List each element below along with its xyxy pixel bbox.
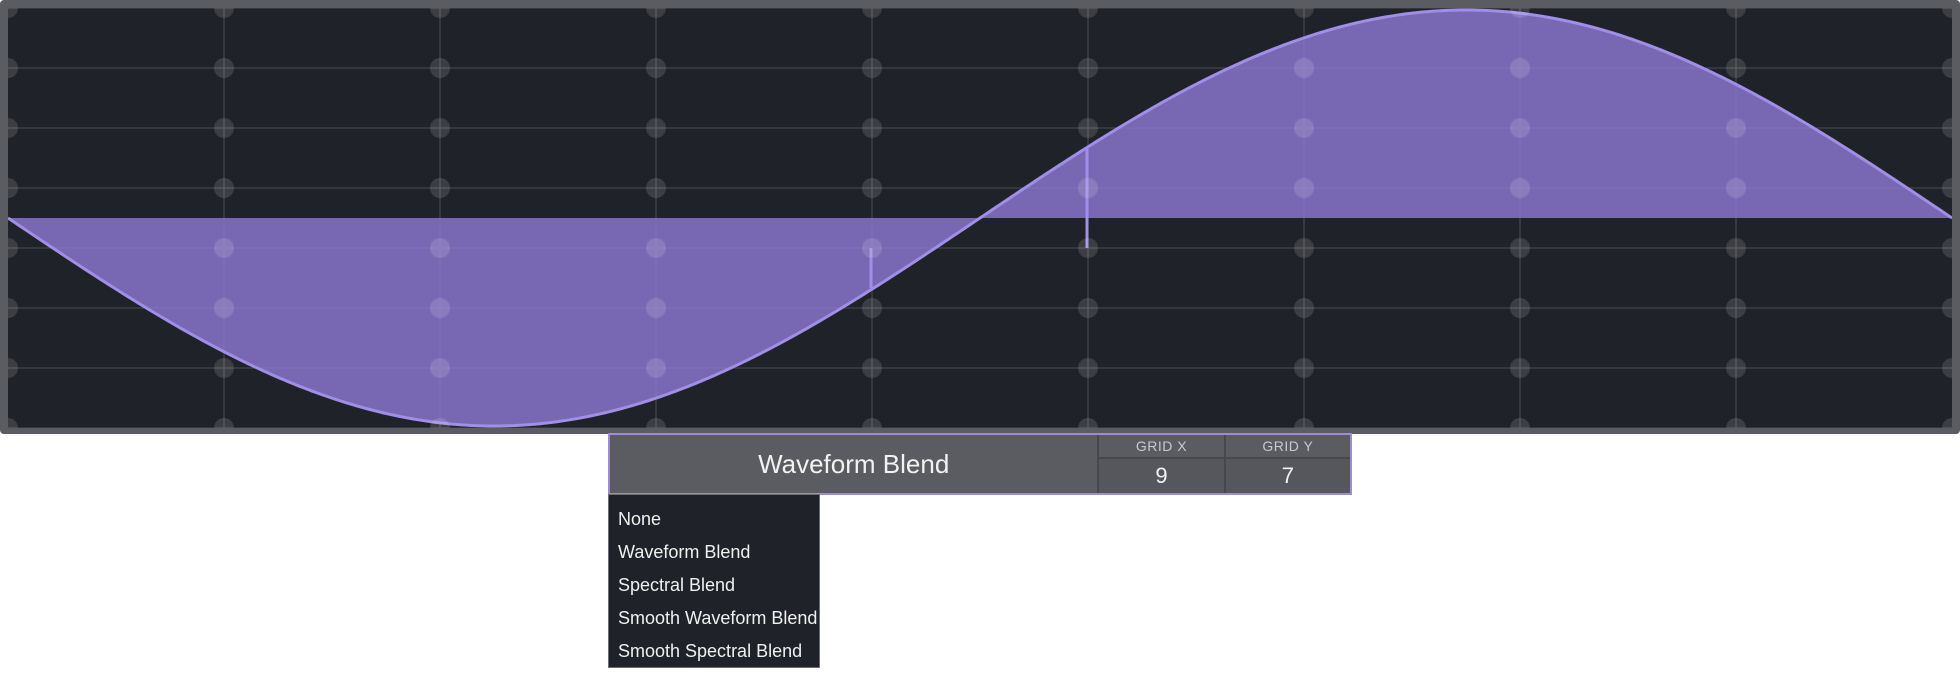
dropdown-option-spectral-blend[interactable]: Spectral Blend (618, 575, 736, 595)
grid-node (1078, 238, 1098, 258)
grid-node (430, 118, 450, 138)
grid-node (862, 298, 882, 318)
grid-x-value[interactable]: 9 (1099, 459, 1224, 493)
grid-node (1294, 118, 1314, 138)
grid-node (8, 118, 18, 138)
grid-node (1294, 178, 1314, 198)
grid-node (1726, 118, 1746, 138)
grid-node (1294, 238, 1314, 258)
grid-node (1078, 58, 1098, 78)
grid-node (214, 178, 234, 198)
grid-node (862, 58, 882, 78)
grid-node (8, 58, 18, 78)
grid-node (1078, 298, 1098, 318)
grid-node (430, 178, 450, 198)
grid-node (646, 298, 666, 318)
grid-node (1294, 298, 1314, 318)
grid-node (1294, 58, 1314, 78)
grid-node (8, 418, 18, 428)
grid-node (1942, 178, 1952, 198)
grid-node (430, 358, 450, 378)
grid-node (1726, 418, 1746, 428)
grid-node (8, 238, 18, 258)
blend-mode-dropdown: None Waveform Blend Spectral Blend Smoot… (608, 494, 820, 668)
waveform-display[interactable] (8, 8, 1952, 428)
grid-node (1726, 298, 1746, 318)
grid-node (1078, 418, 1098, 428)
grid-node (1078, 8, 1098, 18)
grid-node (1510, 238, 1530, 258)
grid-node (1942, 58, 1952, 78)
grid-node (1726, 178, 1746, 198)
grid-node (1078, 118, 1098, 138)
waveform-canvas[interactable] (8, 8, 1952, 428)
grid-node (1942, 118, 1952, 138)
grid-node (430, 58, 450, 78)
grid-node (646, 118, 666, 138)
grid-node (430, 298, 450, 318)
grid-node (430, 8, 450, 18)
grid-node (1510, 358, 1530, 378)
grid-node (1510, 118, 1530, 138)
grid-node (1510, 298, 1530, 318)
grid-node (1078, 358, 1098, 378)
grid-node (8, 358, 18, 378)
grid-node (1510, 8, 1530, 18)
grid-node (1942, 238, 1952, 258)
grid-node (646, 178, 666, 198)
grid-node (1726, 8, 1746, 18)
grid-x-label: GRID X (1099, 435, 1224, 459)
grid-node (214, 418, 234, 428)
grid-node (1726, 238, 1746, 258)
grid-node (1078, 178, 1098, 198)
dropdown-option-waveform-blend[interactable]: Waveform Blend (618, 542, 751, 562)
grid-node (214, 238, 234, 258)
blend-settings-panel: Waveform Blend GRID X 9 GRID Y 7 (608, 433, 1352, 495)
grid-node (646, 58, 666, 78)
grid-node (214, 298, 234, 318)
grid-node (214, 8, 234, 18)
grid-node (1294, 418, 1314, 428)
grid-node (430, 418, 450, 428)
grid-node (1294, 358, 1314, 378)
waveform-editor-frame (0, 0, 1960, 434)
grid-node (862, 358, 882, 378)
grid-node (1726, 358, 1746, 378)
grid-node (1726, 58, 1746, 78)
grid-node (646, 358, 666, 378)
grid-node (1294, 8, 1314, 18)
grid-node (1942, 8, 1952, 18)
waveform-line (8, 8, 1952, 428)
grid-node (646, 8, 666, 18)
grid-node (862, 118, 882, 138)
grid-node (1510, 178, 1530, 198)
grid-node (646, 418, 666, 428)
grid-node (214, 118, 234, 138)
dropdown-option-smooth-waveform-blend[interactable]: Smooth Waveform Blend (618, 608, 818, 628)
grid-y-value[interactable]: 7 (1225, 459, 1350, 493)
grid-node (8, 8, 18, 18)
dropdown-option-smooth-spectral-blend[interactable]: Smooth Spectral Blend (618, 641, 803, 661)
grid-node (214, 358, 234, 378)
grid-node (430, 238, 450, 258)
grid-node (646, 238, 666, 258)
grid-node (862, 238, 882, 258)
grid-node (1942, 298, 1952, 318)
grid-node (1942, 418, 1952, 428)
grid-node (862, 178, 882, 198)
dropdown-option-none[interactable]: None (618, 509, 662, 529)
blend-mode-selector[interactable]: Waveform Blend (758, 448, 950, 479)
grid-node (1510, 418, 1530, 428)
grid-node (1510, 58, 1530, 78)
grid-node (214, 58, 234, 78)
grid-node (862, 8, 882, 18)
grid-node (8, 298, 18, 318)
grid-x-field: GRID X 9 (1097, 435, 1224, 493)
grid-y-label: GRID Y (1225, 435, 1350, 459)
grid-y-field: GRID Y 7 (1223, 435, 1350, 493)
grid-node (1942, 358, 1952, 378)
grid-node (862, 418, 882, 428)
grid-node (8, 178, 18, 198)
